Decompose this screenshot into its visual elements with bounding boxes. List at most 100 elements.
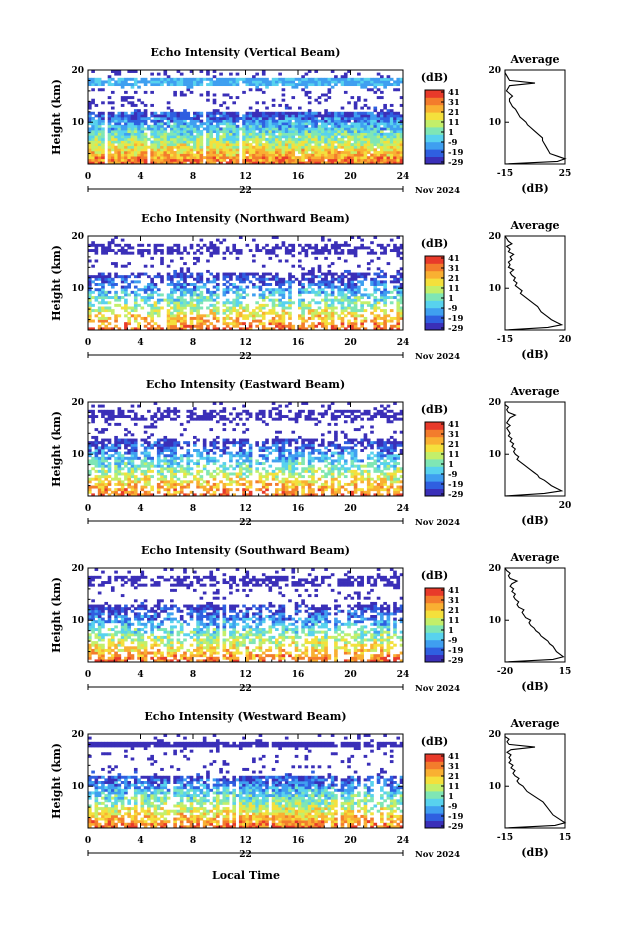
heatmap-cell (281, 280, 286, 284)
heatmap-cell (393, 137, 397, 141)
heatmap-cell (150, 493, 154, 497)
heatmap-cell (281, 467, 286, 471)
heatmap-cell (117, 462, 122, 466)
heatmap-cell (140, 443, 145, 447)
heatmap-cell (225, 124, 230, 128)
heatmap-cell (281, 303, 286, 307)
heatmap-cell (127, 83, 132, 87)
heatmap-cell (357, 298, 361, 302)
heatmap-cell (311, 83, 315, 87)
heatmap-cell (88, 454, 92, 458)
heatmap-cell (288, 303, 292, 307)
colorbar-tick-label: 41 (448, 88, 460, 98)
heatmap-cell (238, 438, 243, 442)
heatmap-cell (215, 485, 220, 489)
heatmap-cell (301, 301, 305, 305)
heatmap-cell (242, 156, 246, 160)
heatmap-cell (301, 140, 305, 144)
heatmap-cell (143, 451, 148, 455)
heatmap-cell (366, 106, 371, 110)
heatmap-cell (311, 124, 315, 128)
heatmap-cell (235, 322, 240, 326)
heatmap-cell (199, 451, 204, 455)
heatmap-cell (373, 306, 378, 310)
heatmap-cell (193, 80, 197, 84)
heatmap-cell (88, 451, 92, 455)
heatmap-cell (193, 449, 197, 452)
heatmap-cell (147, 441, 151, 445)
heatmap-cell (307, 301, 312, 305)
heatmap-cell (357, 117, 361, 120)
heatmap-cell (399, 137, 404, 141)
heatmap-cell (173, 135, 177, 139)
heatmap-cell (170, 449, 174, 452)
heatmap-cell (320, 246, 325, 250)
heatmap-cell (124, 488, 128, 492)
heatmap-cell (114, 272, 118, 276)
heatmap-cell (353, 303, 358, 307)
heatmap-cell (271, 303, 276, 307)
heatmap-cell (206, 153, 210, 157)
heatmap-cell (284, 415, 289, 419)
heatmap-cell (215, 488, 220, 492)
heatmap-cell (261, 145, 266, 149)
heatmap-cell (252, 130, 256, 134)
heatmap-cell (88, 290, 92, 294)
heatmap-cell (137, 119, 141, 123)
heatmap-cell (298, 83, 302, 87)
heatmap-cell (91, 83, 95, 87)
heatmap-cell (284, 83, 289, 87)
heatmap-cell (209, 415, 214, 419)
heatmap-cell (389, 290, 394, 294)
heatmap-cell (353, 285, 358, 289)
heatmap-cell (357, 161, 361, 165)
heatmap-cell (265, 456, 269, 460)
heatmap-cell (271, 132, 276, 136)
heatmap-cell (225, 161, 230, 165)
heatmap-cell (307, 316, 312, 320)
average-frame (504, 235, 566, 331)
heatmap-cell (206, 277, 210, 281)
heatmap-cell (317, 249, 322, 253)
heatmap-cell (140, 101, 145, 105)
heatmap-cell (252, 77, 256, 81)
heatmap-cell (261, 117, 266, 120)
heatmap-cell (327, 132, 332, 136)
heatmap-cell (91, 275, 95, 279)
heatmap-cell (202, 485, 207, 489)
heatmap-cell (156, 158, 161, 162)
heatmap-cell (150, 290, 154, 294)
heatmap-cell (291, 96, 296, 100)
heatmap-cell (156, 145, 161, 149)
heatmap-cell (170, 314, 174, 318)
heatmap-cell (196, 303, 200, 307)
heatmap-cell (193, 298, 197, 302)
heatmap-cell (399, 296, 404, 300)
heatmap-cell (288, 417, 292, 421)
heatmap-cell (91, 420, 95, 424)
heatmap-cell (268, 150, 273, 154)
heatmap-cell (393, 161, 397, 165)
heatmap-cell (301, 306, 305, 310)
colorbar-swatch (425, 307, 444, 316)
heatmap-cell (130, 438, 135, 442)
heatmap-cell (133, 319, 138, 323)
heatmap-cell (150, 158, 154, 162)
heatmap-cell (258, 477, 263, 481)
heatmap-cell (127, 311, 132, 315)
heatmap-cell (291, 143, 296, 147)
heatmap-cell (170, 456, 174, 460)
heatmap-cell (94, 122, 99, 126)
heatmap-cell (143, 459, 148, 463)
heatmap-cell (196, 140, 200, 144)
heatmap-cell (206, 70, 210, 73)
heatmap-cell (166, 140, 171, 144)
heatmap-cell (383, 150, 387, 154)
heatmap-cell (225, 472, 230, 476)
heatmap-cell (261, 135, 266, 139)
heatmap-cell (88, 477, 92, 481)
heatmap-cell (130, 485, 135, 489)
heatmap-cell (179, 83, 184, 87)
heatmap-cell (176, 275, 181, 279)
heatmap-cell (209, 475, 214, 479)
